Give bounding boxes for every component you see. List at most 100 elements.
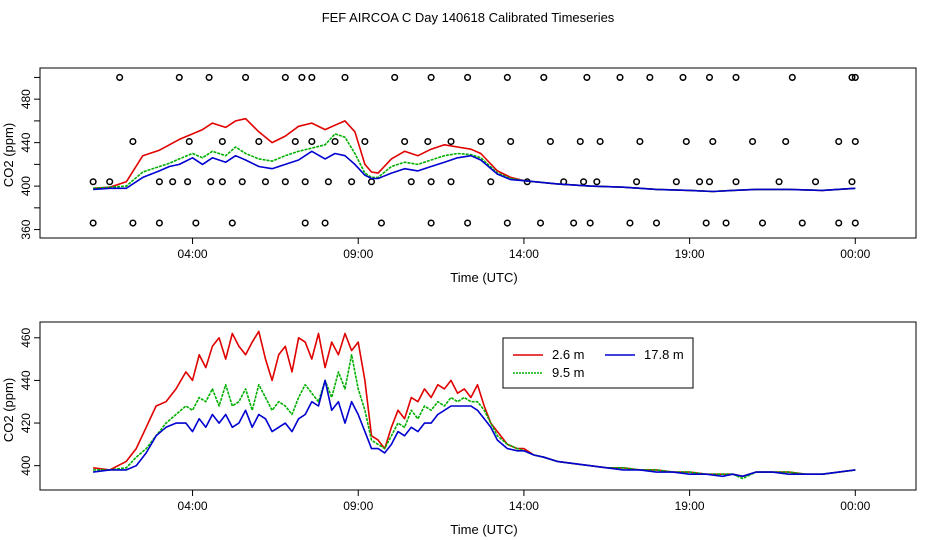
calibration-marker-1-39 xyxy=(682,137,690,146)
calibration-marker-0-15 xyxy=(652,219,661,227)
top-x-tick-label-2: 14:00 xyxy=(509,247,539,261)
bottom-x-tick-label-0: 04:00 xyxy=(178,499,208,513)
legend-box xyxy=(502,337,694,389)
calibration-marker-0-11 xyxy=(536,219,545,227)
calibration-marker-0-36 xyxy=(407,178,415,186)
bottom-x-axis-label: Time (UTC) xyxy=(450,522,517,537)
calibration-marker-0-18 xyxy=(758,219,767,227)
calibration-marker-0-10 xyxy=(503,219,511,227)
calibration-marker-1-17 xyxy=(705,73,714,81)
calibration-marker-0-46 xyxy=(695,178,704,186)
bottom-panel: 04:00 09:00 14:00 19:00 00:00 400 420 440 460 Ti… xyxy=(1,321,917,537)
calibration-marker-0-30 xyxy=(261,178,270,186)
calibration-marker-1-11 xyxy=(503,73,511,81)
calibration-marker-0-25 xyxy=(169,178,177,186)
calibration-marker-1-2 xyxy=(205,73,213,81)
top-x-tick-label-1: 09:00 xyxy=(343,247,373,261)
calibration-marker-1-43 xyxy=(835,137,843,146)
calibration-marker-1-33 xyxy=(477,137,485,146)
bottom-x-tick-label-2: 14:00 xyxy=(509,499,539,513)
calibration-marker-1-13 xyxy=(583,73,591,81)
calibration-marker-0-31 xyxy=(281,178,289,186)
calibration-marker-1-40 xyxy=(709,137,717,146)
calibration-marker-1-8 xyxy=(391,73,399,81)
calibration-marker-1-16 xyxy=(679,73,687,81)
calibration-marker-0-17 xyxy=(722,219,730,227)
calibration-marker-0-2 xyxy=(155,219,163,227)
calibration-marker-0-24 xyxy=(155,178,163,186)
bottom-y-tick-label-3: 460 xyxy=(19,327,33,347)
calibration-marker-1-10 xyxy=(464,73,472,81)
calibration-marker-1-23 xyxy=(185,137,193,146)
calibration-marker-1-5 xyxy=(298,73,306,81)
calibration-marker-0-22 xyxy=(89,178,97,186)
calibration-marker-0-3 xyxy=(192,219,200,227)
calibration-marker-0-28 xyxy=(218,178,226,186)
calibration-marker-1-25 xyxy=(255,137,263,146)
calibration-marker-1-7 xyxy=(341,73,349,81)
bottom-x-tick-label-4: 00:00 xyxy=(840,499,870,513)
calibration-marker-1-37 xyxy=(596,137,604,146)
top-panel: 04:00 09:00 14:00 19:00 00:00 360 400 440 480 Ti… xyxy=(1,67,917,285)
calibration-marker-0-12 xyxy=(570,219,578,227)
figure-title: FEF AIRCOA C Day 140618 Calibrated Times… xyxy=(322,10,615,25)
top-x-axis-label: Time (UTC) xyxy=(450,270,517,285)
calibration-marker-0-4 xyxy=(228,219,236,227)
bottom-x-tick-label-3: 19:00 xyxy=(675,499,705,513)
calibration-marker-1-3 xyxy=(242,73,250,81)
bottom-axes: 04:00 09:00 14:00 19:00 00:00 400 420 440 460 xyxy=(19,327,871,513)
calibration-marker-0-48 xyxy=(732,178,740,186)
calibration-marker-0-13 xyxy=(586,219,594,227)
calibration-marker-1-28 xyxy=(331,137,339,146)
top-y-tick-label-0: 360 xyxy=(19,219,33,239)
calibration-marker-0-51 xyxy=(848,178,856,186)
legend-label-2.6m: 2.6 m xyxy=(552,347,585,362)
calibration-marker-0-8 xyxy=(427,219,435,227)
legend[interactable]: 2.6 m 9.5 m 17.8 m xyxy=(502,337,694,389)
calibration-marker-0-44 xyxy=(633,178,641,186)
calibration-marker-0-47 xyxy=(705,178,714,186)
calibration-marker-0-37 xyxy=(427,178,435,186)
calibration-marker-1-20 xyxy=(848,73,856,81)
calibration-marker-0-43 xyxy=(593,178,601,186)
legend-label-17.8m: 17.8 m xyxy=(644,347,684,362)
calibration-marker-0-50 xyxy=(811,178,820,186)
calibration-marker-0-5 xyxy=(301,219,309,227)
calibration-marker-0-29 xyxy=(238,178,246,186)
calibration-marker-1-36 xyxy=(576,137,584,146)
calibration-marker-1-12 xyxy=(540,73,548,81)
calibration-marker-1-31 xyxy=(424,137,432,146)
calibration-marker-1-1 xyxy=(175,73,183,81)
legend-label-9.5m: 9.5 m xyxy=(552,365,585,380)
bottom-y-tick-label-1: 420 xyxy=(19,413,33,433)
calibration-marker-1-42 xyxy=(782,137,790,146)
bottom-y-axis-label: CO2 (ppm) xyxy=(1,378,16,442)
bottom-plot-frame xyxy=(39,321,917,491)
calibration-marker-0-33 xyxy=(324,178,332,186)
top-plot-frame xyxy=(39,67,917,239)
calibration-marker-1-9 xyxy=(427,73,435,81)
bottom-series-9.5m xyxy=(93,354,856,480)
bottom-series-2.6m xyxy=(92,330,856,478)
calibration-marker-0-19 xyxy=(798,219,806,227)
calibration-marker-0-32 xyxy=(301,178,309,186)
top-y-tick-label-6: 480 xyxy=(19,89,33,109)
calibration-marker-0-1 xyxy=(129,219,137,227)
calibration-marker-0-23 xyxy=(106,178,114,186)
calibration-marker-0-27 xyxy=(207,178,215,186)
calibration-marker-1-22 xyxy=(129,137,137,146)
bottom-series-17.8m xyxy=(92,379,856,478)
top-calibration-markers xyxy=(89,73,859,227)
calibration-marker-0-9 xyxy=(464,219,472,227)
bottom-series-lines xyxy=(92,330,856,480)
calibration-marker-1-24 xyxy=(218,137,226,146)
calibration-marker-1-30 xyxy=(401,137,409,146)
calibration-marker-1-18 xyxy=(732,73,740,81)
calibration-marker-1-21 xyxy=(851,73,859,81)
calibration-marker-0-6 xyxy=(321,219,329,227)
top-x-tick-label-3: 19:00 xyxy=(675,247,705,261)
calibration-marker-0-14 xyxy=(626,219,634,227)
calibration-marker-1-6 xyxy=(308,73,316,81)
calibration-marker-0-16 xyxy=(702,219,710,227)
